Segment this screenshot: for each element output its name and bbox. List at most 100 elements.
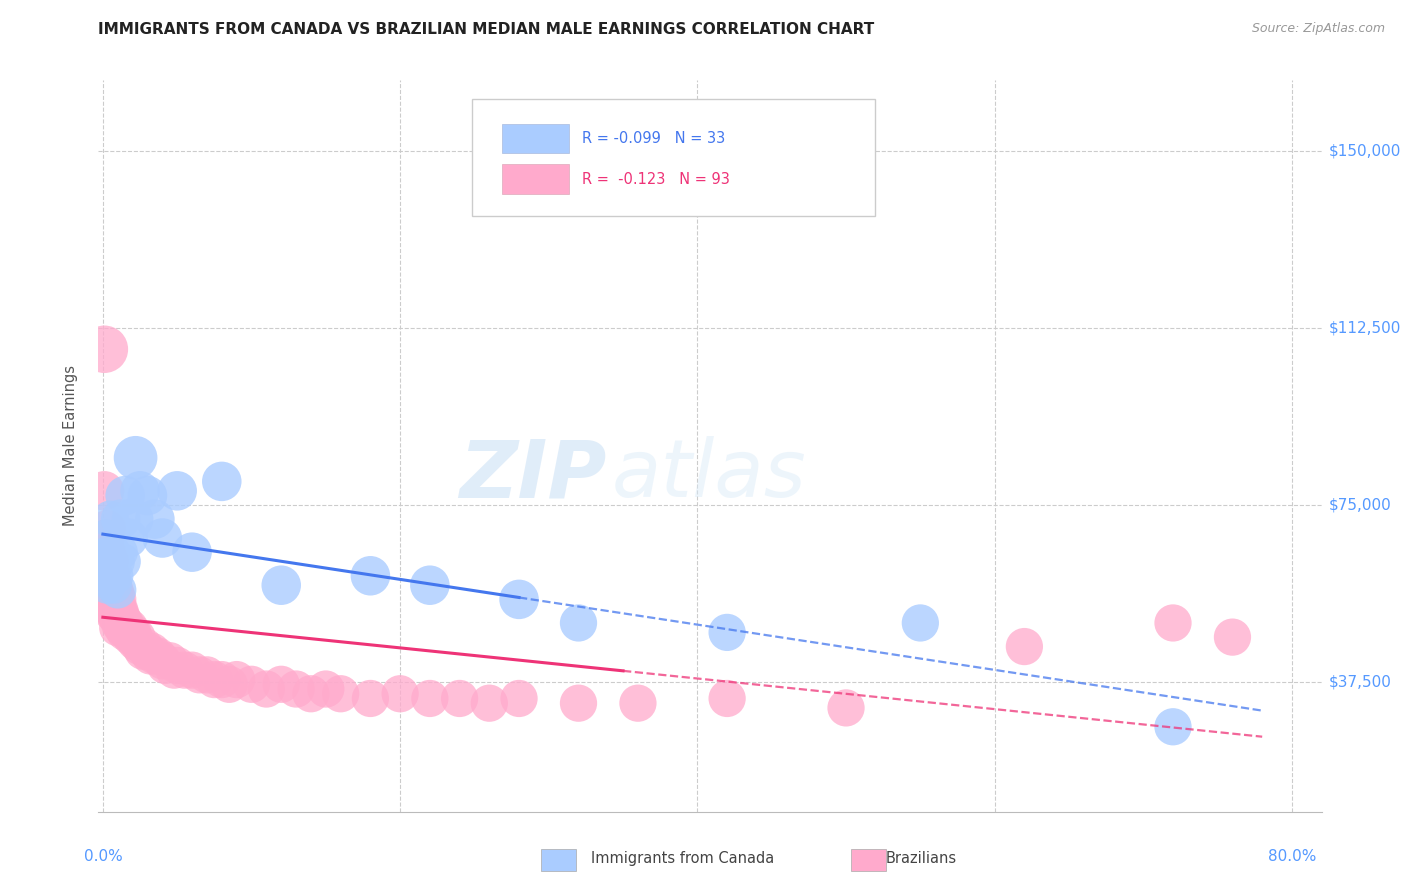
Y-axis label: Median Male Earnings: Median Male Earnings bbox=[63, 366, 77, 526]
Point bbox=[101, 602, 124, 616]
Point bbox=[97, 582, 120, 597]
Point bbox=[121, 625, 143, 640]
Point bbox=[120, 630, 142, 644]
Text: $37,500: $37,500 bbox=[1329, 674, 1392, 690]
Point bbox=[107, 611, 129, 625]
Point bbox=[211, 673, 233, 687]
Point bbox=[835, 701, 858, 715]
Point bbox=[103, 578, 125, 592]
Point bbox=[117, 625, 139, 640]
Text: $75,000: $75,000 bbox=[1329, 498, 1392, 513]
Point bbox=[98, 568, 121, 582]
Text: ZIP: ZIP bbox=[458, 436, 606, 515]
Point bbox=[110, 607, 132, 621]
Text: 0.0%: 0.0% bbox=[83, 849, 122, 864]
Point bbox=[270, 578, 292, 592]
Point bbox=[97, 592, 120, 607]
Point bbox=[103, 597, 125, 611]
Point bbox=[96, 582, 118, 597]
Bar bbox=[502, 124, 569, 153]
Point bbox=[101, 592, 124, 607]
Bar bbox=[502, 164, 569, 194]
Point bbox=[114, 615, 136, 630]
Point bbox=[141, 644, 163, 658]
Point bbox=[299, 687, 322, 701]
Point bbox=[716, 691, 738, 706]
Point bbox=[508, 592, 530, 607]
Point bbox=[478, 696, 501, 710]
Text: $112,500: $112,500 bbox=[1329, 320, 1402, 335]
Point bbox=[94, 545, 117, 559]
Point bbox=[181, 545, 204, 559]
Point bbox=[101, 568, 124, 582]
Point bbox=[166, 483, 188, 498]
Text: R =  -0.123   N = 93: R = -0.123 N = 93 bbox=[582, 171, 730, 186]
Point bbox=[111, 611, 134, 625]
Point bbox=[104, 568, 127, 582]
Point bbox=[93, 343, 115, 357]
Point bbox=[107, 592, 129, 607]
Point bbox=[202, 673, 225, 687]
Point bbox=[96, 522, 118, 536]
Point bbox=[315, 681, 337, 696]
Point bbox=[124, 450, 146, 465]
Point bbox=[96, 568, 118, 582]
Point bbox=[225, 673, 247, 687]
Point bbox=[188, 668, 211, 682]
Text: 80.0%: 80.0% bbox=[1268, 849, 1316, 864]
Point bbox=[117, 531, 139, 545]
Point bbox=[93, 555, 115, 569]
Point bbox=[97, 568, 120, 582]
Point bbox=[143, 512, 166, 526]
Point bbox=[96, 578, 118, 592]
Text: $150,000: $150,000 bbox=[1329, 144, 1402, 159]
Point bbox=[163, 663, 186, 677]
Point bbox=[132, 644, 155, 658]
Point bbox=[129, 640, 152, 654]
Point bbox=[419, 578, 441, 592]
Point bbox=[97, 559, 120, 574]
Point bbox=[449, 691, 471, 706]
Point bbox=[107, 621, 129, 635]
Point bbox=[97, 555, 120, 569]
Point bbox=[121, 512, 143, 526]
Point bbox=[105, 602, 128, 616]
Point bbox=[94, 531, 117, 545]
Point bbox=[1014, 640, 1036, 654]
Point bbox=[103, 607, 125, 621]
Point bbox=[329, 687, 352, 701]
Point bbox=[103, 578, 125, 592]
Point bbox=[103, 588, 125, 602]
Text: Source: ZipAtlas.com: Source: ZipAtlas.com bbox=[1251, 22, 1385, 36]
Text: Immigrants from Canada: Immigrants from Canada bbox=[591, 851, 773, 865]
Point bbox=[419, 691, 441, 706]
Point bbox=[389, 687, 412, 701]
Point bbox=[143, 648, 166, 663]
Point bbox=[159, 654, 181, 668]
Point bbox=[111, 621, 134, 635]
Text: R = -0.099   N = 33: R = -0.099 N = 33 bbox=[582, 131, 725, 146]
Point bbox=[124, 635, 146, 649]
Point bbox=[134, 640, 156, 654]
Point bbox=[627, 696, 650, 710]
Point bbox=[166, 658, 188, 673]
Point bbox=[105, 555, 128, 569]
Point bbox=[1222, 630, 1244, 644]
Point bbox=[285, 681, 308, 696]
Point bbox=[110, 615, 132, 630]
Point bbox=[115, 621, 138, 635]
Point bbox=[122, 630, 145, 644]
Point bbox=[104, 607, 127, 621]
Point bbox=[104, 582, 127, 597]
Point bbox=[359, 691, 381, 706]
Point bbox=[98, 597, 121, 611]
Point bbox=[118, 621, 141, 635]
Point bbox=[98, 555, 121, 569]
Point bbox=[139, 648, 162, 663]
Point bbox=[108, 615, 131, 630]
Point bbox=[112, 615, 135, 630]
FancyBboxPatch shape bbox=[471, 99, 875, 216]
Point bbox=[94, 531, 117, 545]
Point bbox=[150, 531, 173, 545]
Text: IMMIGRANTS FROM CANADA VS BRAZILIAN MEDIAN MALE EARNINGS CORRELATION CHART: IMMIGRANTS FROM CANADA VS BRAZILIAN MEDI… bbox=[98, 22, 875, 37]
